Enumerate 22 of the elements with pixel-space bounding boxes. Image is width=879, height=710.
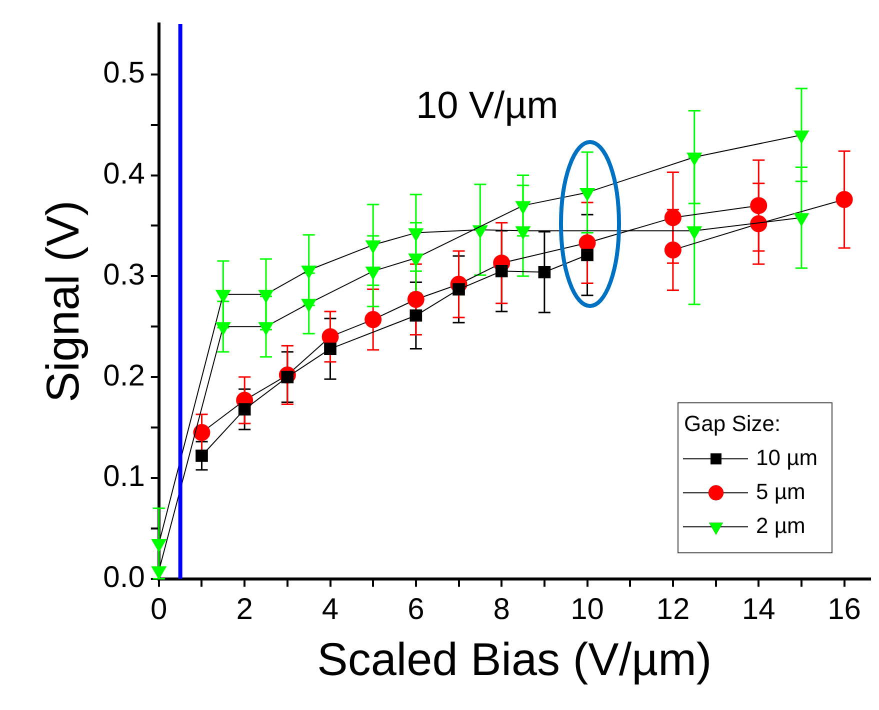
y-axis-title: Signal (V) [36, 200, 88, 402]
x-tick-label: 14 [742, 593, 776, 626]
legend-title: Gap Size: [684, 410, 781, 436]
x-tick-label: 0 [150, 593, 168, 626]
y-tick-label: 0.5 [103, 56, 145, 90]
x-tick-label: 6 [408, 593, 424, 626]
y-tick-label: 0.0 [103, 561, 145, 594]
x-tick-label: 2 [236, 593, 253, 626]
legend-label: 10 µm [756, 444, 818, 470]
legend-label: 5 µm [756, 478, 806, 504]
x-tick-label: 8 [493, 593, 510, 626]
annotation: 10 V/µm [416, 84, 560, 129]
y-tick-label: 0.2 [103, 359, 145, 392]
x-tick-label: 12 [656, 593, 690, 626]
y-tick-label: 0.4 [103, 158, 145, 191]
legend-label: 2 µm [756, 512, 806, 538]
x-axis-title: Scaled Bias (V/µm) [317, 633, 712, 686]
x-tick-label: 4 [322, 593, 339, 626]
x-tick-label: 10 [570, 593, 604, 626]
y-tick-label: 0.3 [103, 258, 145, 292]
x-tick-label: 16 [828, 593, 861, 626]
y-tick-label: 0.1 [103, 460, 145, 494]
